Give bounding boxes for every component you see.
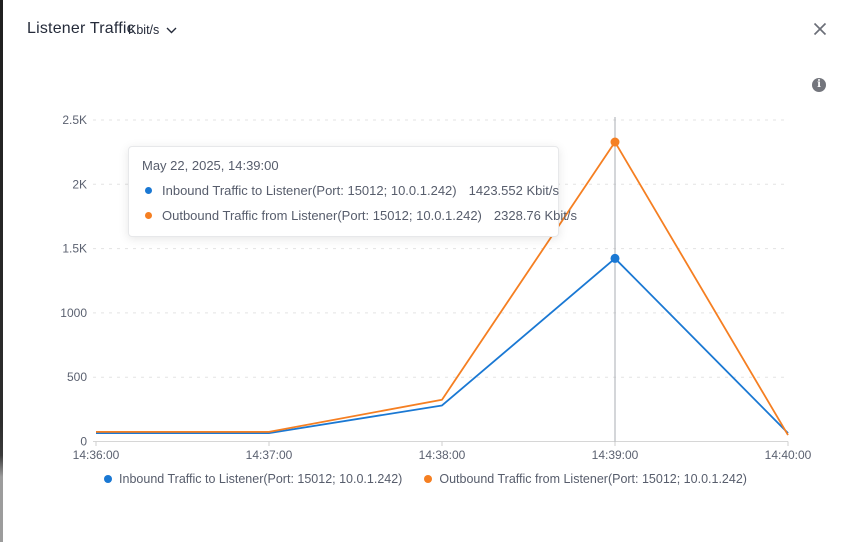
hover-point-marker-1[interactable]	[610, 137, 620, 147]
y-axis-label: 2.5K	[62, 113, 87, 127]
unit-dropdown[interactable]: Kbit/s	[128, 23, 177, 37]
series-line-0[interactable]	[96, 257, 789, 435]
tooltip-timestamp: May 22, 2025, 14:39:00	[142, 158, 279, 173]
series-color-dot	[145, 187, 152, 194]
series-color-dot	[145, 212, 152, 219]
y-axis-label: 500	[67, 370, 87, 384]
page-title: Listener Traffic	[27, 20, 135, 37]
chevron-down-icon	[166, 27, 177, 33]
x-axis-label: 14:38:00	[419, 448, 466, 462]
chart-legend: Inbound Traffic to Listener(Port: 15012;…	[0, 472, 851, 486]
legend-label: Outbound Traffic from Listener(Port: 150…	[439, 472, 747, 486]
tooltip-row: Inbound Traffic to Listener(Port: 15012;…	[142, 183, 559, 198]
hover-point-marker-0[interactable]	[610, 253, 620, 263]
tooltip-series-name: Inbound Traffic to Listener(Port: 15012;…	[162, 183, 457, 198]
tooltip-series-value: 1423.552 Kbit/s	[468, 183, 559, 198]
x-axis-label: 14:36:00	[73, 448, 120, 462]
y-axis-label: 0	[80, 435, 87, 449]
close-icon	[813, 22, 827, 36]
legend-item[interactable]: Inbound Traffic to Listener(Port: 15012;…	[104, 472, 402, 486]
info-icon-glyph: i	[817, 79, 821, 90]
unit-dropdown-value: Kbit/s	[128, 23, 160, 37]
x-axis-label: 14:39:00	[592, 448, 639, 462]
legend-label: Inbound Traffic to Listener(Port: 15012;…	[119, 472, 403, 486]
tooltip-row: Outbound Traffic from Listener(Port: 150…	[142, 208, 577, 223]
series-line-1[interactable]	[96, 141, 789, 436]
panel-left-edge	[0, 0, 3, 542]
info-icon[interactable]: i	[812, 78, 826, 92]
chart-tooltip: May 22, 2025, 14:39:00 Inbound Traffic t…	[128, 146, 577, 237]
y-axis-label: 1000	[60, 306, 87, 320]
x-axis-label: 14:37:00	[246, 448, 293, 462]
close-button[interactable]	[811, 20, 829, 38]
legend-item[interactable]: Outbound Traffic from Listener(Port: 150…	[424, 472, 747, 486]
legend-color-dot	[104, 475, 113, 483]
tooltip-rows: Inbound Traffic to Listener(Port: 15012;…	[142, 183, 577, 223]
y-axis-label: 1.5K	[62, 242, 87, 256]
tooltip-series-name: Outbound Traffic from Listener(Port: 150…	[162, 208, 482, 223]
x-axis-label: 14:40:00	[765, 448, 812, 462]
y-axis-label: 2K	[72, 177, 87, 191]
tooltip-series-value: 2328.76 Kbit/s	[493, 208, 578, 223]
legend-color-dot	[424, 475, 433, 483]
